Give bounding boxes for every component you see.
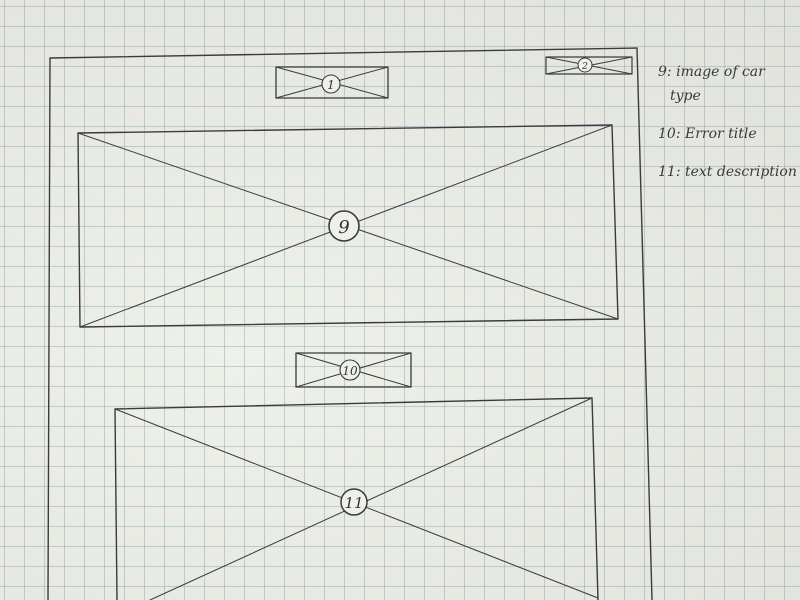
placeholder-10-number: 10	[342, 364, 358, 378]
placeholder-10-error-title: 10	[295, 352, 412, 388]
legend-text: Error title	[685, 126, 757, 142]
legend-number: 9	[658, 64, 667, 80]
legend-number: 11	[658, 164, 676, 180]
legend-text-cont: type	[670, 88, 701, 104]
placeholder-11-text-description: 11	[114, 397, 599, 600]
placeholder-1-number: 1	[327, 78, 335, 92]
placeholder-9-image: 9	[77, 124, 619, 328]
placeholder-11-number: 11	[344, 494, 363, 512]
page-frame	[47, 47, 653, 600]
legend-number: 10	[658, 126, 676, 142]
legend-text: text description	[685, 164, 797, 180]
legend: 9: image of car type 10: Error title 11:…	[658, 60, 800, 198]
placeholder-9-number: 9	[338, 217, 349, 238]
legend-text: image of car	[676, 64, 765, 80]
legend-item-9: 9: image of car type	[658, 64, 765, 104]
legend-item-10: 10: Error title	[658, 126, 757, 142]
legend-item-11: 11: text description	[658, 164, 797, 180]
placeholder-2-number: 2	[581, 62, 588, 72]
placeholder-2: 2	[545, 56, 633, 75]
placeholder-1: 1	[275, 66, 389, 99]
